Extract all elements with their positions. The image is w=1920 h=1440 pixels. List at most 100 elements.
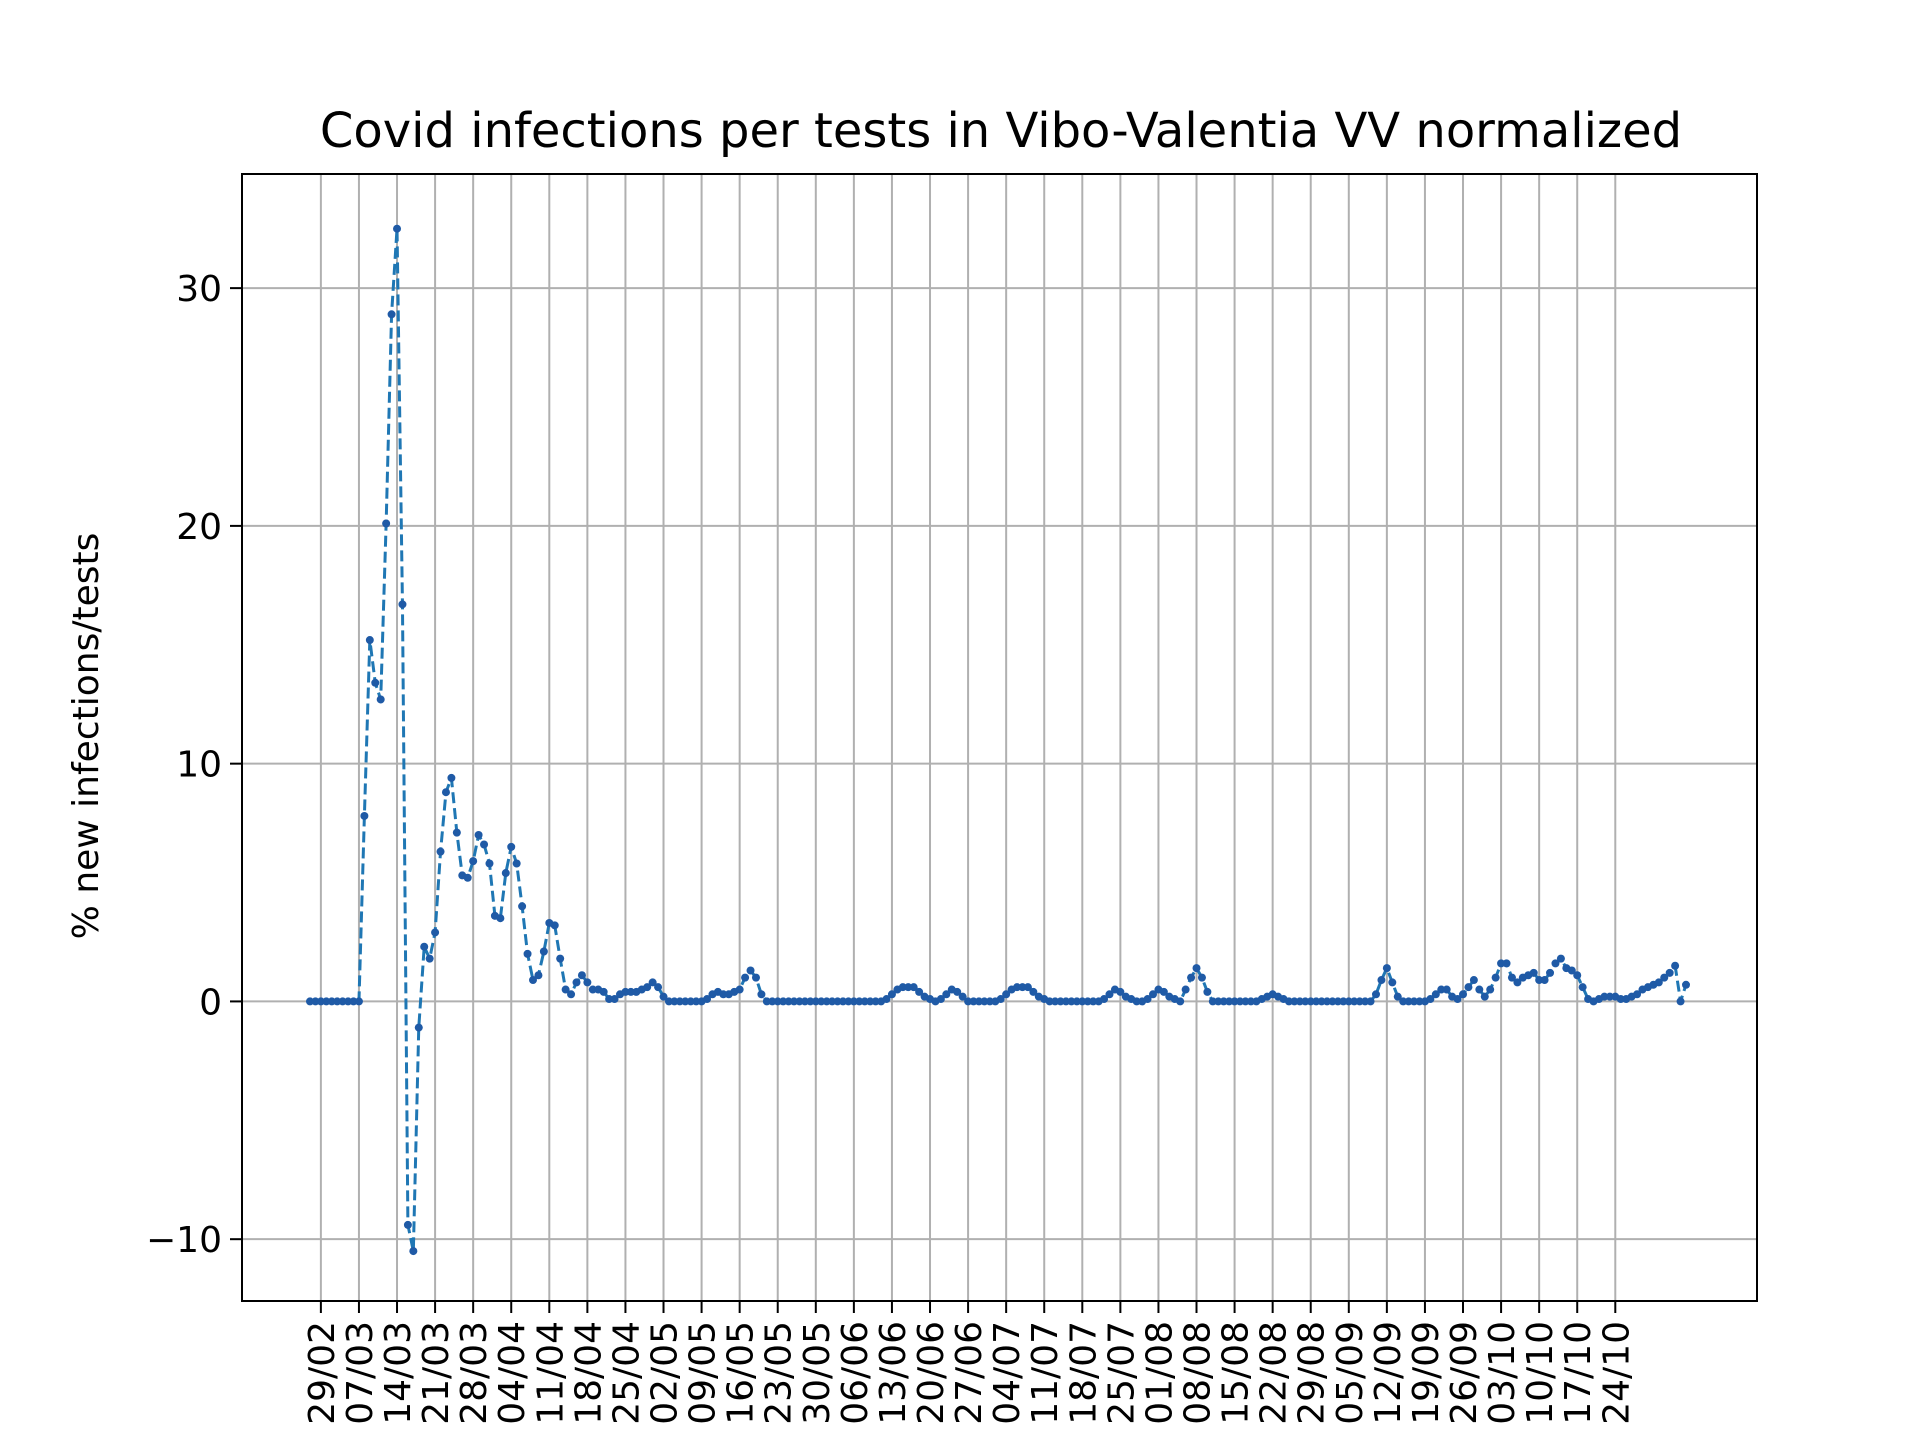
x-tick-label: 04/04: [492, 1321, 533, 1425]
data-point: [583, 978, 592, 987]
x-tick-label: 02/05: [645, 1321, 686, 1425]
data-point: [441, 788, 450, 797]
data-point: [659, 992, 668, 1001]
x-tick-label: 29/08: [1292, 1321, 1333, 1425]
data-point: [414, 1023, 423, 1032]
data-point: [365, 636, 374, 645]
data-point: [409, 1247, 418, 1256]
x-tick-label: 04/07: [987, 1321, 1028, 1425]
data-point: [561, 985, 570, 994]
data-point: [1192, 964, 1201, 973]
x-tick-label: 28/03: [454, 1321, 495, 1425]
x-tick-label: 20/06: [911, 1321, 952, 1425]
x-tick-label: 25/07: [1101, 1321, 1142, 1425]
data-point: [452, 828, 461, 837]
data-point: [1578, 983, 1587, 992]
data-point: [1377, 976, 1386, 985]
x-tick-label: 30/05: [797, 1321, 838, 1425]
data-point: [996, 995, 1005, 1004]
data-point: [1546, 968, 1555, 977]
data-point: [1540, 976, 1549, 985]
x-tick-label: 23/05: [759, 1321, 800, 1425]
x-tick-label: 11/07: [1025, 1321, 1066, 1425]
plot-frame: [241, 173, 1758, 1302]
data-point: [741, 973, 750, 982]
x-tick-label: 12/09: [1368, 1321, 1409, 1425]
data-point: [1633, 990, 1642, 999]
data-point: [1654, 978, 1663, 987]
data-point: [1143, 995, 1152, 1004]
y-tick-label: 20: [176, 507, 222, 548]
data-point: [1116, 987, 1125, 996]
data-point: [1671, 961, 1680, 970]
data-point: [751, 973, 760, 982]
data-point: [1023, 983, 1032, 992]
x-tick-label: 18/04: [568, 1321, 609, 1425]
data-point: [1366, 997, 1375, 1006]
x-tick-label: 09/05: [683, 1321, 724, 1425]
data-point: [735, 985, 744, 994]
data-point: [485, 859, 494, 868]
y-tick-label: 10: [176, 745, 222, 786]
data-point: [648, 978, 657, 987]
data-point: [431, 928, 440, 937]
data-point: [539, 947, 548, 956]
data-point: [909, 983, 918, 992]
x-tick-label: 18/07: [1063, 1321, 1104, 1425]
data-point: [1187, 973, 1196, 982]
data-point: [1149, 990, 1157, 999]
data-point: [1475, 985, 1484, 994]
x-tick-label: 15/08: [1216, 1321, 1257, 1425]
data-point: [936, 995, 945, 1004]
data-point: [534, 971, 543, 980]
chart-title: Covid infections per tests in Vibo-Valen…: [320, 103, 1682, 159]
data-point: [382, 519, 391, 528]
x-tick-label: 07/03: [340, 1321, 381, 1425]
data-point: [1502, 959, 1511, 968]
data-point: [1002, 990, 1011, 999]
data-point: [480, 840, 489, 849]
data-point: [371, 678, 380, 687]
x-tick-label: 05/09: [1330, 1321, 1371, 1425]
x-tick-label: 16/05: [721, 1321, 762, 1425]
x-tick-label: 06/06: [835, 1321, 876, 1425]
data-point: [654, 983, 663, 992]
data-point: [507, 842, 516, 851]
data-point: [599, 987, 608, 996]
data-point: [643, 983, 652, 992]
x-axis: 29/0207/0314/0321/0328/0304/0411/0418/04…: [302, 1301, 1637, 1425]
data-point: [469, 857, 478, 866]
data-point: [1573, 971, 1582, 980]
data-point: [1507, 973, 1516, 982]
data-point: [887, 990, 896, 999]
data-point: [958, 992, 967, 1001]
data-point: [1181, 985, 1190, 994]
x-tick-label: 27/06: [949, 1321, 990, 1425]
data-point: [556, 954, 565, 963]
data-point: [518, 902, 527, 911]
grid: [242, 174, 1757, 1301]
data-point: [1029, 987, 1038, 996]
data-point: [567, 990, 576, 999]
data-point: [1459, 990, 1468, 999]
data-point: [1464, 983, 1473, 992]
y-tick-label: 0: [199, 982, 222, 1023]
data-point: [496, 914, 505, 923]
data-point: [474, 830, 483, 839]
data-point: [1453, 995, 1462, 1004]
data-point: [1551, 959, 1560, 968]
data-point: [953, 987, 962, 996]
data-point: [1556, 954, 1565, 963]
data-point: [393, 224, 402, 233]
x-tick-label: 08/08: [1178, 1321, 1219, 1425]
series-layer: [306, 224, 1690, 1256]
data-point: [882, 995, 891, 1004]
y-axis: −10 0 10 20 30: [146, 269, 242, 1261]
data-point: [1382, 964, 1391, 973]
data-point: [360, 811, 369, 820]
data-point: [1676, 997, 1685, 1006]
data-point: [942, 990, 951, 999]
data-point: [447, 773, 456, 782]
data-point: [463, 873, 472, 882]
